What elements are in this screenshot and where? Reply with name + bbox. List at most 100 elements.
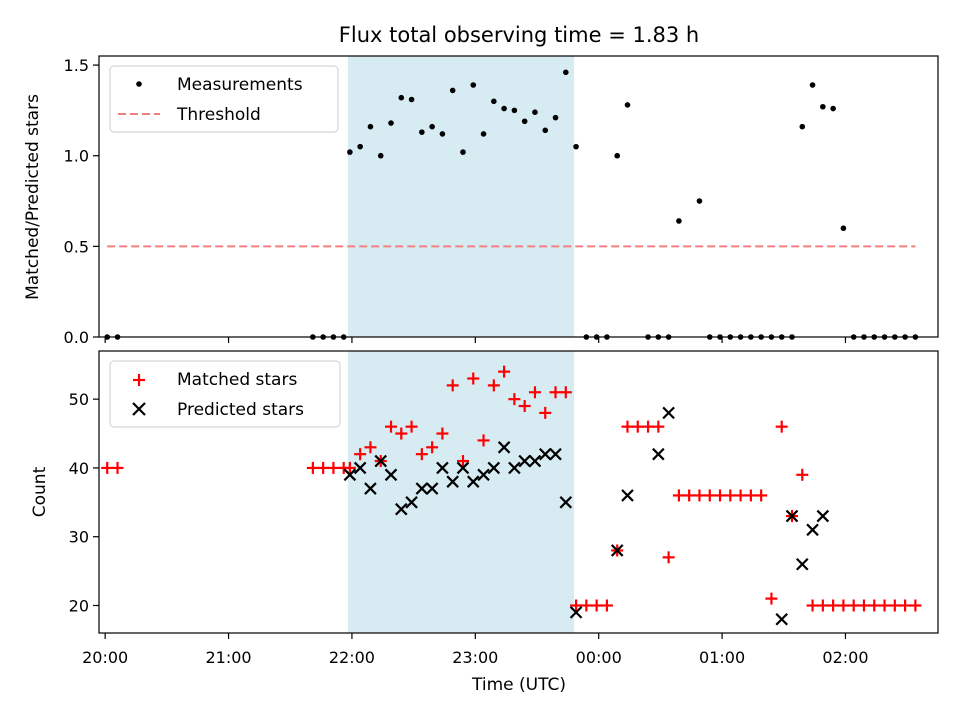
predicted-star-point: [436, 461, 449, 475]
measurement-point: [408, 96, 415, 103]
predicted-star-point: [652, 447, 665, 461]
predicted-star-point: [610, 544, 624, 557]
predicted-star-point: [528, 454, 542, 468]
legend-bottom-box: [109, 360, 341, 428]
measurement-point: [532, 109, 538, 115]
shaded-region-bottom: [347, 351, 575, 633]
measurement-point: [398, 94, 405, 101]
legend-bottom: Matched stars Predicted stars: [109, 360, 341, 428]
measurement-point: [521, 118, 528, 125]
matched-star-point: [878, 599, 891, 612]
measurement-point: [696, 198, 703, 204]
matched-star-point: [909, 599, 922, 612]
predicted-star-point: [497, 441, 511, 454]
matched-star-point: [508, 393, 521, 406]
matched-star-point: [672, 489, 685, 502]
matched-star-point: [600, 599, 613, 612]
x-tick-label: 00:00: [576, 648, 622, 667]
predicted-star-point: [466, 475, 480, 488]
matched-star-point: [487, 379, 500, 392]
top-panel-frame: [98, 55, 939, 338]
matched-star-point: [662, 551, 675, 564]
matched-star-point: [580, 599, 593, 612]
predicted-star-point: [785, 509, 799, 523]
legend-measurements-marker: [136, 81, 142, 87]
matched-star-point: [405, 420, 418, 433]
measurement-point: [357, 143, 363, 150]
predicted-star-point: [384, 468, 398, 482]
matched-star-point: [703, 489, 716, 502]
matched-star-point: [775, 420, 788, 433]
measurement-point: [480, 131, 487, 137]
predicted-star-point: [508, 461, 521, 475]
matched-star-point: [827, 599, 840, 612]
measurement-point: [840, 225, 847, 232]
measurement-point: [491, 98, 497, 105]
measurement-point: [439, 131, 446, 137]
matched-star-point: [806, 599, 819, 612]
legend-threshold-label: Threshold: [176, 105, 261, 125]
predicted-star-point: [621, 489, 634, 502]
matched-star-point: [111, 461, 124, 474]
x-tick-label: 02:00: [822, 648, 868, 667]
matched-star-point: [528, 386, 541, 399]
measurement-point: [676, 218, 682, 224]
measurement-point: [799, 123, 806, 130]
x-tick-label: 23:00: [452, 648, 498, 667]
top-y-tick-label: 0.5: [64, 237, 89, 256]
matched-star-point: [888, 599, 901, 612]
matched-star-point: [101, 461, 114, 474]
bottom-y-tick-label: 50: [69, 390, 89, 409]
predicted-star-point: [549, 447, 562, 461]
matched-star-point: [327, 461, 340, 474]
top-y-tick-label: 0.0: [64, 328, 89, 347]
matched-star-point: [415, 448, 428, 461]
matched-star-point: [306, 461, 319, 474]
measurement-point: [809, 82, 816, 88]
matched-star-point: [436, 427, 449, 440]
top-y-axis-label: Matched/Predicted stars: [23, 94, 43, 300]
legend-top-box: [109, 65, 339, 133]
matched-star-point: [518, 400, 531, 413]
predicted-star-point: [364, 482, 377, 495]
matched-star-point: [385, 420, 398, 433]
measurement-point: [347, 149, 353, 155]
bottom-y-tick-label: 40: [69, 459, 89, 478]
matched-star-point: [652, 420, 665, 433]
matched-star-point: [539, 406, 552, 419]
chart-title: Flux total observing time = 1.83 h: [339, 23, 699, 47]
predicted-star-point: [816, 509, 830, 523]
predicted-star-point: [405, 496, 418, 509]
legend-matched-marker: [133, 374, 145, 386]
bottom-panel: 20 30 40 50 20:00 21:00 22:00 23:00 00:00 01:00 0…: [30, 350, 939, 695]
measurement-point: [542, 127, 549, 134]
measurement-point: [511, 107, 518, 114]
predicted-star-point: [456, 461, 470, 475]
predicted-star-point: [518, 454, 531, 468]
matched-star-point: [642, 420, 655, 433]
top-y-tick-label: 1.0: [64, 147, 89, 166]
measurement-point: [614, 152, 621, 159]
measurement-point: [552, 114, 559, 121]
matched-star-point: [364, 441, 377, 454]
predicted-star-point: [487, 461, 501, 475]
measurement-point: [449, 87, 456, 94]
matched-star-point: [816, 599, 829, 612]
matched-star-point: [395, 427, 408, 440]
bottom-y-axis: 20 30 40 50: [69, 390, 99, 615]
matched-star-point: [755, 489, 768, 502]
predicted-star-point: [775, 612, 788, 626]
predicted-star-point: [806, 523, 819, 537]
top-x-ticks: [104, 337, 847, 343]
bottom-panel-frame: [98, 350, 939, 634]
matched-star-point: [590, 599, 603, 612]
matched-star-point: [847, 599, 860, 612]
x-tick-label: 22:00: [329, 648, 375, 667]
matched-star-point: [354, 448, 367, 461]
matched-star-point: [744, 489, 757, 502]
matched-star-point: [796, 468, 809, 481]
matched-star-point: [446, 379, 459, 392]
measurement-point: [367, 123, 374, 130]
measurement-point: [501, 105, 507, 112]
